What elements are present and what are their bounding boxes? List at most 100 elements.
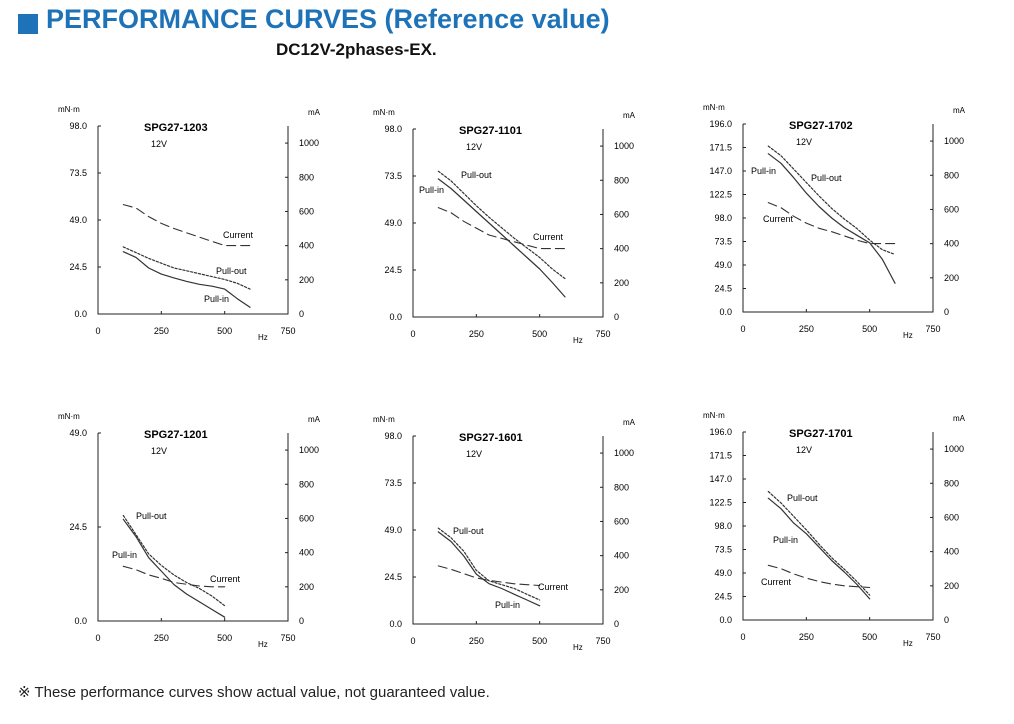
- y-axis-unit-label: mN·m: [373, 108, 395, 117]
- y-tick-label: 171.5: [709, 451, 732, 461]
- x-tick-label: 500: [532, 329, 547, 339]
- y2-axis-unit-label: mA: [623, 418, 636, 427]
- y-tick-label: 98.0: [384, 124, 402, 134]
- series-line-pull-out: [437, 170, 566, 280]
- chart-panel: 0.0 24.5 49.0 73.5 98.0 0 200 400 600 800 1000 0 250…: [373, 108, 636, 345]
- y2-tick-label: 1000: [299, 138, 319, 148]
- y2-tick-label: 0: [944, 615, 949, 625]
- series-label-pull-out: Pull-out: [453, 526, 484, 536]
- y2-tick-label: 0: [299, 309, 304, 319]
- x-tick-label: 250: [154, 633, 169, 643]
- chart-voltage-label: 12V: [796, 445, 812, 455]
- y2-tick-label: 400: [614, 244, 629, 254]
- axis-frame: [97, 433, 289, 622]
- y-tick-label: 49.0: [69, 215, 87, 225]
- y-tick-label: 0.0: [389, 619, 402, 629]
- y2-axis-unit-label: mA: [308, 108, 321, 117]
- series-line-pull-out: [122, 246, 251, 290]
- series-line-pull-in: [767, 497, 871, 600]
- title-marker-icon: [18, 14, 38, 34]
- series-line-pull-out: [767, 490, 871, 596]
- series-line-pull-in: [122, 518, 226, 618]
- y2-tick-label: 200: [299, 582, 314, 592]
- y-tick-label: 98.0: [714, 213, 732, 223]
- y-tick-label: 0.0: [389, 312, 402, 322]
- y-tick-label: 49.0: [69, 428, 87, 438]
- y-tick-label: 98.0: [69, 121, 87, 131]
- y-tick-label: 0.0: [74, 309, 87, 319]
- y2-tick-label: 400: [944, 239, 959, 249]
- x-tick-label: 500: [862, 324, 877, 334]
- y2-tick-label: 600: [944, 512, 959, 522]
- y-tick-label: 147.0: [709, 474, 732, 484]
- chart-voltage-label: 12V: [466, 142, 482, 152]
- x-axis-unit-label: Hz: [258, 640, 268, 649]
- y-tick-label: 98.0: [384, 431, 402, 441]
- series-label-pull-out: Pull-out: [136, 511, 167, 521]
- y-tick-label: 24.5: [384, 265, 402, 275]
- axis-frame: [412, 129, 604, 318]
- y2-tick-label: 800: [299, 172, 314, 182]
- y2-tick-label: 400: [299, 241, 314, 251]
- page-subtitle: DC12V-2phases-EX.: [276, 40, 437, 59]
- y-tick-label: 49.0: [384, 218, 402, 228]
- y-tick-label: 0.0: [74, 616, 87, 626]
- x-tick-label: 750: [925, 632, 940, 642]
- y2-tick-label: 200: [614, 585, 629, 595]
- y-tick-label: 49.0: [714, 568, 732, 578]
- chart-panel: 0.0 24.5 49.0 73.5 98.0 0 200 400 600 800 1000 0 250…: [58, 105, 321, 342]
- y2-axis-unit-label: mA: [308, 415, 321, 424]
- y-tick-label: 0.0: [719, 307, 732, 317]
- y-tick-label: 24.5: [69, 262, 87, 272]
- series-line-current: [437, 207, 566, 250]
- series-line-current: [767, 564, 871, 589]
- series-line-pull-out: [437, 527, 541, 601]
- series-label-pull-in: Pull-in: [495, 600, 520, 610]
- chart-panel: 0.0 24.5 49.0 73.5 98.0 122.5 147.0 171.5 196.0 0…: [703, 411, 966, 648]
- y2-axis-unit-label: mA: [953, 106, 966, 115]
- y2-tick-label: 200: [944, 273, 959, 283]
- page-title: PERFORMANCE CURVES (Reference value): [46, 4, 610, 34]
- y2-tick-label: 200: [944, 581, 959, 591]
- x-axis-unit-label: Hz: [258, 333, 268, 342]
- y2-tick-label: 400: [614, 551, 629, 561]
- chart-voltage-label: 12V: [796, 137, 812, 147]
- y-tick-label: 73.5: [69, 168, 87, 178]
- chart-panel: 0.0 24.5 49.0 0 200 400 600 800 1000 0 250 500 750 mN…: [58, 412, 321, 649]
- y-axis-unit-label: mN·m: [58, 105, 80, 114]
- axis-frame: [742, 432, 934, 621]
- x-tick-label: 750: [280, 633, 295, 643]
- y-tick-label: 24.5: [714, 592, 732, 602]
- y2-tick-label: 600: [614, 209, 629, 219]
- x-tick-label: 500: [532, 636, 547, 646]
- x-tick-label: 250: [799, 632, 814, 642]
- y-tick-label: 98.0: [714, 521, 732, 531]
- x-axis-unit-label: Hz: [573, 643, 583, 652]
- y2-tick-label: 800: [299, 479, 314, 489]
- y-tick-label: 73.5: [714, 237, 732, 247]
- y-tick-label: 49.0: [384, 525, 402, 535]
- chart-voltage-label: 12V: [466, 449, 482, 459]
- chart-panel: 0.0 24.5 49.0 73.5 98.0 122.5 147.0 171.5 196.0 0…: [703, 103, 966, 340]
- series-label-pull-in: Pull-in: [773, 535, 798, 545]
- y-tick-label: 24.5: [714, 284, 732, 294]
- y2-tick-label: 0: [944, 307, 949, 317]
- y2-tick-label: 400: [299, 548, 314, 558]
- series-label-pull-out: Pull-out: [787, 493, 818, 503]
- y2-tick-label: 0: [614, 312, 619, 322]
- axis-frame: [97, 126, 289, 315]
- y2-tick-label: 800: [614, 482, 629, 492]
- series-line-pull-in: [437, 178, 566, 298]
- y-tick-label: 24.5: [69, 522, 87, 532]
- series-line-pull-out: [122, 514, 226, 607]
- series-label-pull-in: Pull-in: [419, 185, 444, 195]
- x-tick-label: 0: [740, 632, 745, 642]
- y-tick-label: 73.5: [384, 478, 402, 488]
- x-tick-label: 0: [740, 324, 745, 334]
- y2-tick-label: 800: [944, 478, 959, 488]
- y2-tick-label: 800: [944, 170, 959, 180]
- series-label-current: Current: [761, 577, 792, 587]
- y-tick-label: 147.0: [709, 166, 732, 176]
- y-tick-label: 196.0: [709, 427, 732, 437]
- y-tick-label: 196.0: [709, 119, 732, 129]
